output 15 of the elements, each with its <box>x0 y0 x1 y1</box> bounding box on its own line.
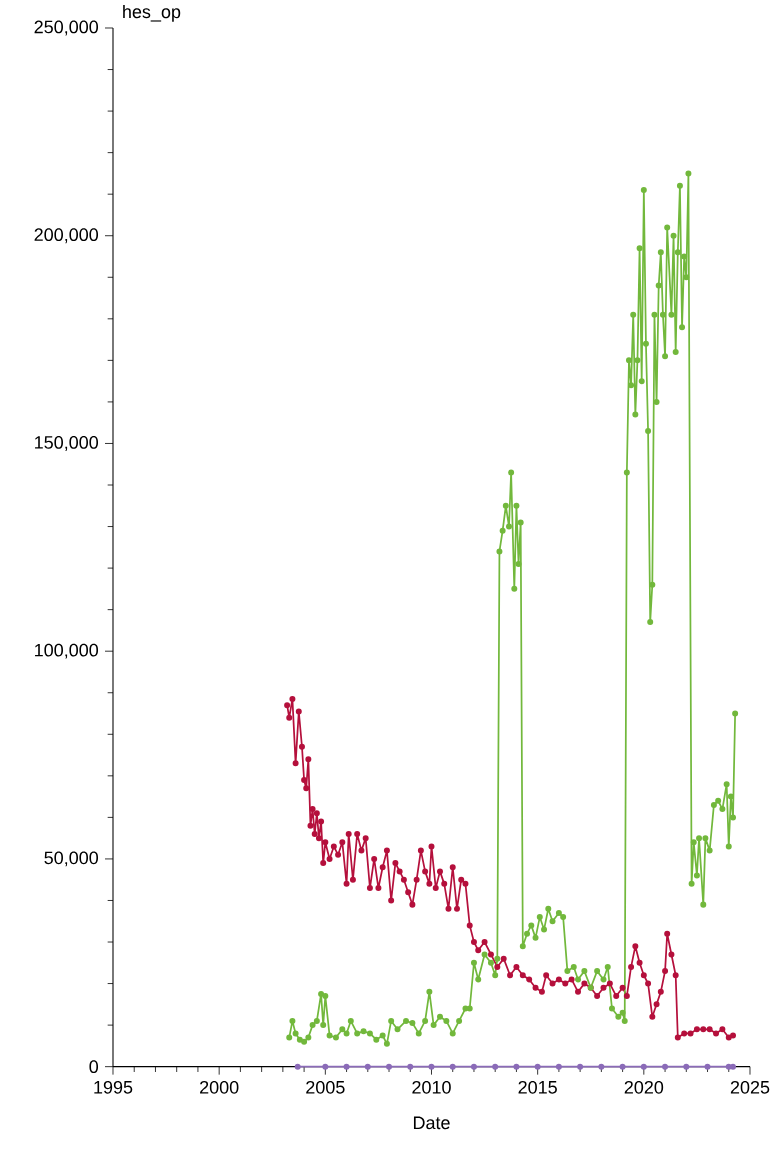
x-tick-label: 2010 <box>412 1080 451 1094</box>
y-tick-label: 200,000 <box>34 228 99 244</box>
y-tick-label: 150,000 <box>35 436 99 451</box>
y-axis-title: hes_op <box>123 4 181 22</box>
x-tick-label: 2000 <box>200 1080 239 1094</box>
x-axis-title: Date <box>413 1116 450 1130</box>
y-tick-label: 250,000 <box>34 20 99 36</box>
y-tick-label: 0 <box>89 1060 99 1074</box>
x-tick-label: 2015 <box>518 1080 557 1094</box>
x-tick-label: 1995 <box>94 1080 133 1094</box>
x-tick-label: 2020 <box>624 1080 664 1094</box>
y-tick-label: 50,000 <box>44 851 99 867</box>
x-tick-label: 2005 <box>306 1080 345 1094</box>
y-tick-label: 100,000 <box>35 643 99 659</box>
x-tick-label: 2025 <box>730 1080 770 1094</box>
